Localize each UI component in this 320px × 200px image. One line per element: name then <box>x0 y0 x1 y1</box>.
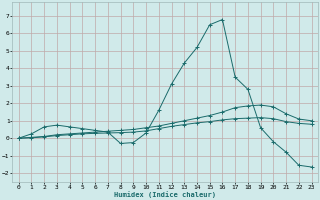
X-axis label: Humidex (Indice chaleur): Humidex (Indice chaleur) <box>114 191 216 198</box>
